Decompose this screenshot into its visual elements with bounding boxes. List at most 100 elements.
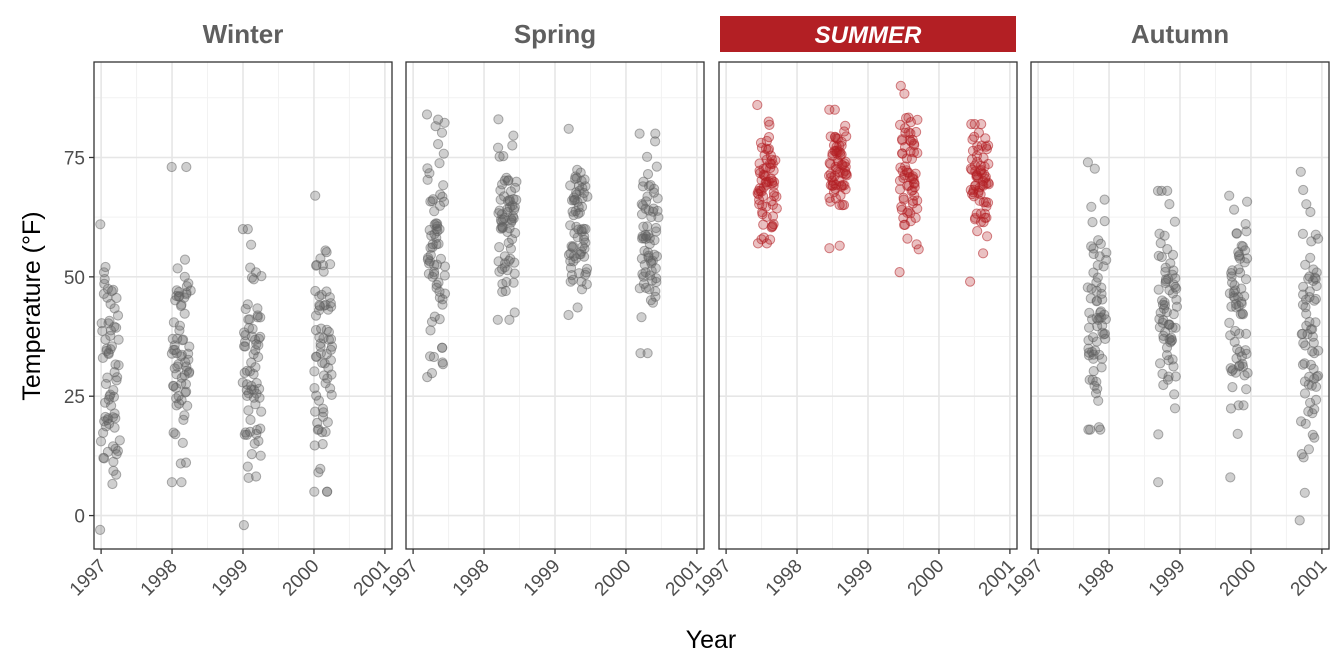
- data-point: [439, 270, 450, 281]
- data-point: [1167, 322, 1178, 333]
- data-point: [113, 334, 124, 345]
- x-tick-label: 2000: [279, 556, 324, 601]
- data-point: [326, 341, 338, 352]
- data-point: [178, 334, 189, 345]
- data-point: [582, 191, 593, 202]
- data-point: [834, 240, 845, 251]
- data-point: [509, 202, 520, 213]
- data-point: [433, 238, 444, 249]
- data-point: [438, 148, 449, 159]
- data-point: [112, 445, 124, 457]
- data-point: [246, 239, 257, 250]
- data-point: [433, 139, 444, 150]
- data-point: [179, 410, 190, 421]
- data-point: [1305, 206, 1316, 218]
- data-point: [581, 279, 592, 290]
- data-point: [651, 226, 662, 237]
- data-point: [1311, 394, 1322, 405]
- data-point: [111, 375, 122, 386]
- data-point: [650, 222, 662, 234]
- data-point: [437, 294, 448, 305]
- data-point: [1231, 228, 1242, 239]
- data-point: [245, 414, 256, 425]
- data-point: [111, 322, 122, 333]
- data-point: [505, 243, 516, 254]
- data-point: [965, 276, 976, 287]
- data-point: [1169, 216, 1181, 227]
- data-point: [509, 227, 521, 239]
- data-point: [1224, 190, 1235, 201]
- data-point: [247, 323, 258, 334]
- data-point: [509, 307, 520, 318]
- data-point: [1311, 267, 1322, 278]
- data-point: [1299, 388, 1311, 399]
- x-tick-label: 1998: [1074, 556, 1119, 601]
- data-point: [438, 196, 450, 207]
- data-point: [653, 212, 664, 223]
- data-point: [579, 231, 590, 242]
- data-point: [242, 299, 253, 310]
- data-point: [1101, 247, 1112, 258]
- data-point: [824, 243, 835, 254]
- data-point: [315, 338, 326, 349]
- data-point: [1166, 335, 1178, 346]
- data-point: [580, 181, 591, 192]
- data-point: [494, 151, 505, 162]
- data-point: [168, 317, 179, 328]
- data-point: [506, 234, 518, 245]
- data-point: [325, 298, 336, 309]
- data-point: [894, 267, 905, 278]
- data-point: [1300, 259, 1311, 270]
- data-point: [1242, 253, 1253, 264]
- data-point: [494, 242, 505, 253]
- data-point: [310, 310, 322, 321]
- data-point: [903, 127, 914, 138]
- data-point: [435, 253, 446, 264]
- x-tick-label: 1999: [208, 556, 253, 601]
- data-point: [1299, 358, 1310, 369]
- data-point: [172, 263, 183, 274]
- data-point: [501, 277, 512, 288]
- data-point: [563, 309, 574, 321]
- data-point: [256, 406, 267, 417]
- facet-strip-label: Winter: [203, 19, 284, 49]
- data-point: [317, 439, 328, 450]
- data-point: [838, 199, 850, 211]
- data-point: [1307, 331, 1318, 342]
- data-point: [326, 301, 337, 312]
- data-point: [1297, 359, 1309, 370]
- data-point: [105, 330, 116, 341]
- data-point: [511, 194, 522, 205]
- data-point: [1097, 294, 1108, 305]
- data-point: [1099, 216, 1110, 227]
- facet-strip-label: Spring: [514, 19, 596, 49]
- data-point: [1310, 317, 1321, 328]
- data-point: [1082, 157, 1094, 168]
- data-point: [434, 224, 445, 235]
- data-point: [325, 334, 337, 345]
- data-point: [652, 193, 663, 204]
- data-point: [642, 221, 653, 232]
- data-point: [434, 314, 445, 325]
- data-point: [1309, 404, 1320, 415]
- data-point: [572, 302, 583, 313]
- data-point: [1091, 336, 1102, 347]
- data-point: [246, 449, 257, 460]
- data-point: [244, 314, 255, 325]
- data-point: [507, 140, 518, 151]
- data-point: [982, 231, 993, 242]
- data-point: [1156, 251, 1167, 263]
- data-point: [840, 156, 851, 167]
- data-point: [1309, 432, 1320, 443]
- x-tick-label: 1998: [762, 556, 807, 601]
- data-point: [565, 220, 576, 231]
- data-point: [1092, 383, 1103, 394]
- data-point: [1156, 185, 1167, 196]
- data-point: [252, 303, 263, 314]
- data-point: [502, 175, 513, 186]
- data-point: [651, 273, 662, 284]
- data-point: [1313, 345, 1324, 356]
- data-point: [642, 169, 654, 180]
